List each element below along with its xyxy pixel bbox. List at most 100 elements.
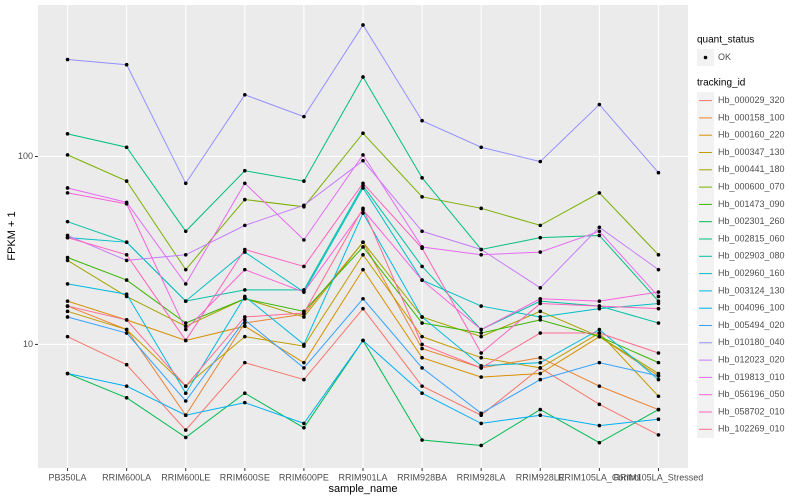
- y-tick-label: 100: [18, 151, 33, 161]
- legend-label: Hb_000441_180: [718, 164, 785, 174]
- data-point: [124, 318, 129, 322]
- x-tick-label: RRIM600LA: [102, 472, 151, 482]
- y-tick-label: 10: [23, 339, 33, 349]
- data-point: [420, 229, 424, 234]
- data-point: [302, 114, 306, 119]
- data-point: [597, 402, 602, 407]
- data-point: [361, 158, 365, 163]
- data-point: [124, 145, 129, 150]
- data-point: [597, 102, 602, 107]
- data-point: [361, 306, 365, 311]
- data-point: [538, 309, 543, 314]
- data-point: [183, 338, 188, 343]
- data-point: [65, 219, 70, 224]
- legend-title: tracking_id: [697, 78, 745, 89]
- data-point: [597, 306, 602, 311]
- data-point: [124, 252, 129, 257]
- legend-label: OK: [718, 52, 731, 62]
- data-point: [124, 292, 129, 297]
- data-point: [183, 282, 188, 286]
- data-point: [538, 318, 543, 322]
- data-point: [183, 399, 188, 403]
- data-point: [183, 229, 188, 234]
- data-point: [124, 395, 129, 400]
- data-point: [243, 223, 247, 228]
- legend-label: Hb_000158_100: [718, 112, 785, 122]
- data-point: [243, 360, 247, 365]
- data-point: [420, 278, 424, 282]
- data-point: [243, 391, 247, 396]
- data-point: [183, 299, 188, 303]
- data-point: [420, 366, 424, 370]
- data-point: [361, 338, 365, 343]
- legend-label: Hb_056196_050: [718, 389, 785, 399]
- data-point: [479, 375, 483, 379]
- data-point: [124, 62, 129, 67]
- data-point: [302, 342, 306, 347]
- data-point: [361, 181, 365, 186]
- legend-label: Hb_003124_130: [718, 285, 785, 295]
- legend-label: Hb_058702_010: [718, 406, 785, 416]
- data-point: [538, 413, 543, 418]
- data-point: [420, 264, 424, 269]
- data-point: [65, 299, 70, 303]
- data-point: [124, 258, 129, 263]
- data-point: [597, 304, 602, 308]
- data-point: [65, 371, 70, 376]
- data-point: [243, 321, 247, 325]
- data-point: [65, 186, 70, 190]
- data-point: [243, 318, 247, 322]
- data-point: [479, 351, 483, 355]
- x-tick-label: RRIM928LA: [457, 472, 506, 482]
- legend-point: [703, 55, 708, 60]
- x-tick-label: PB350LA: [49, 472, 87, 482]
- data-point: [479, 443, 483, 448]
- data-point: [597, 440, 602, 445]
- data-point: [65, 191, 70, 195]
- data-point: [656, 433, 661, 437]
- data-point: [656, 377, 661, 382]
- data-point: [243, 181, 247, 186]
- data-point: [656, 170, 661, 175]
- data-point: [65, 258, 70, 263]
- data-point: [243, 168, 247, 173]
- legend-label: Hb_002960_160: [718, 268, 785, 278]
- legend-label: Hb_000347_130: [718, 147, 785, 157]
- data-point: [183, 181, 188, 186]
- data-point: [124, 327, 129, 332]
- data-point: [302, 366, 306, 370]
- x-tick-label: RRIM105LA_Stressed: [614, 472, 704, 482]
- data-point: [597, 331, 602, 335]
- data-point: [183, 321, 188, 325]
- data-point: [302, 315, 306, 319]
- data-point: [124, 240, 129, 244]
- data-point: [243, 334, 247, 339]
- data-point: [65, 153, 70, 157]
- data-point: [65, 309, 70, 314]
- data-point: [243, 288, 247, 292]
- data-point: [597, 384, 602, 388]
- data-point: [361, 75, 365, 79]
- data-point: [479, 206, 483, 211]
- data-point: [538, 286, 543, 290]
- legend-label: Hb_001473_090: [718, 199, 785, 209]
- data-point: [183, 435, 188, 440]
- data-point: [361, 211, 365, 215]
- data-point: [656, 301, 661, 306]
- data-point: [538, 331, 543, 335]
- data-point: [183, 324, 188, 329]
- data-point: [65, 282, 70, 286]
- data-point: [597, 299, 602, 303]
- data-point: [597, 229, 602, 234]
- data-point: [243, 250, 247, 254]
- data-point: [538, 315, 543, 319]
- data-point: [538, 371, 543, 376]
- data-point: [420, 438, 424, 442]
- x-axis-title: sample_name: [328, 483, 397, 495]
- data-point: [124, 331, 129, 335]
- x-tick-label: RRIM600LE: [161, 472, 210, 482]
- data-point: [420, 176, 424, 180]
- data-point: [361, 296, 365, 301]
- x-tick-label: RRIM928LE: [516, 472, 565, 482]
- data-point: [124, 179, 129, 183]
